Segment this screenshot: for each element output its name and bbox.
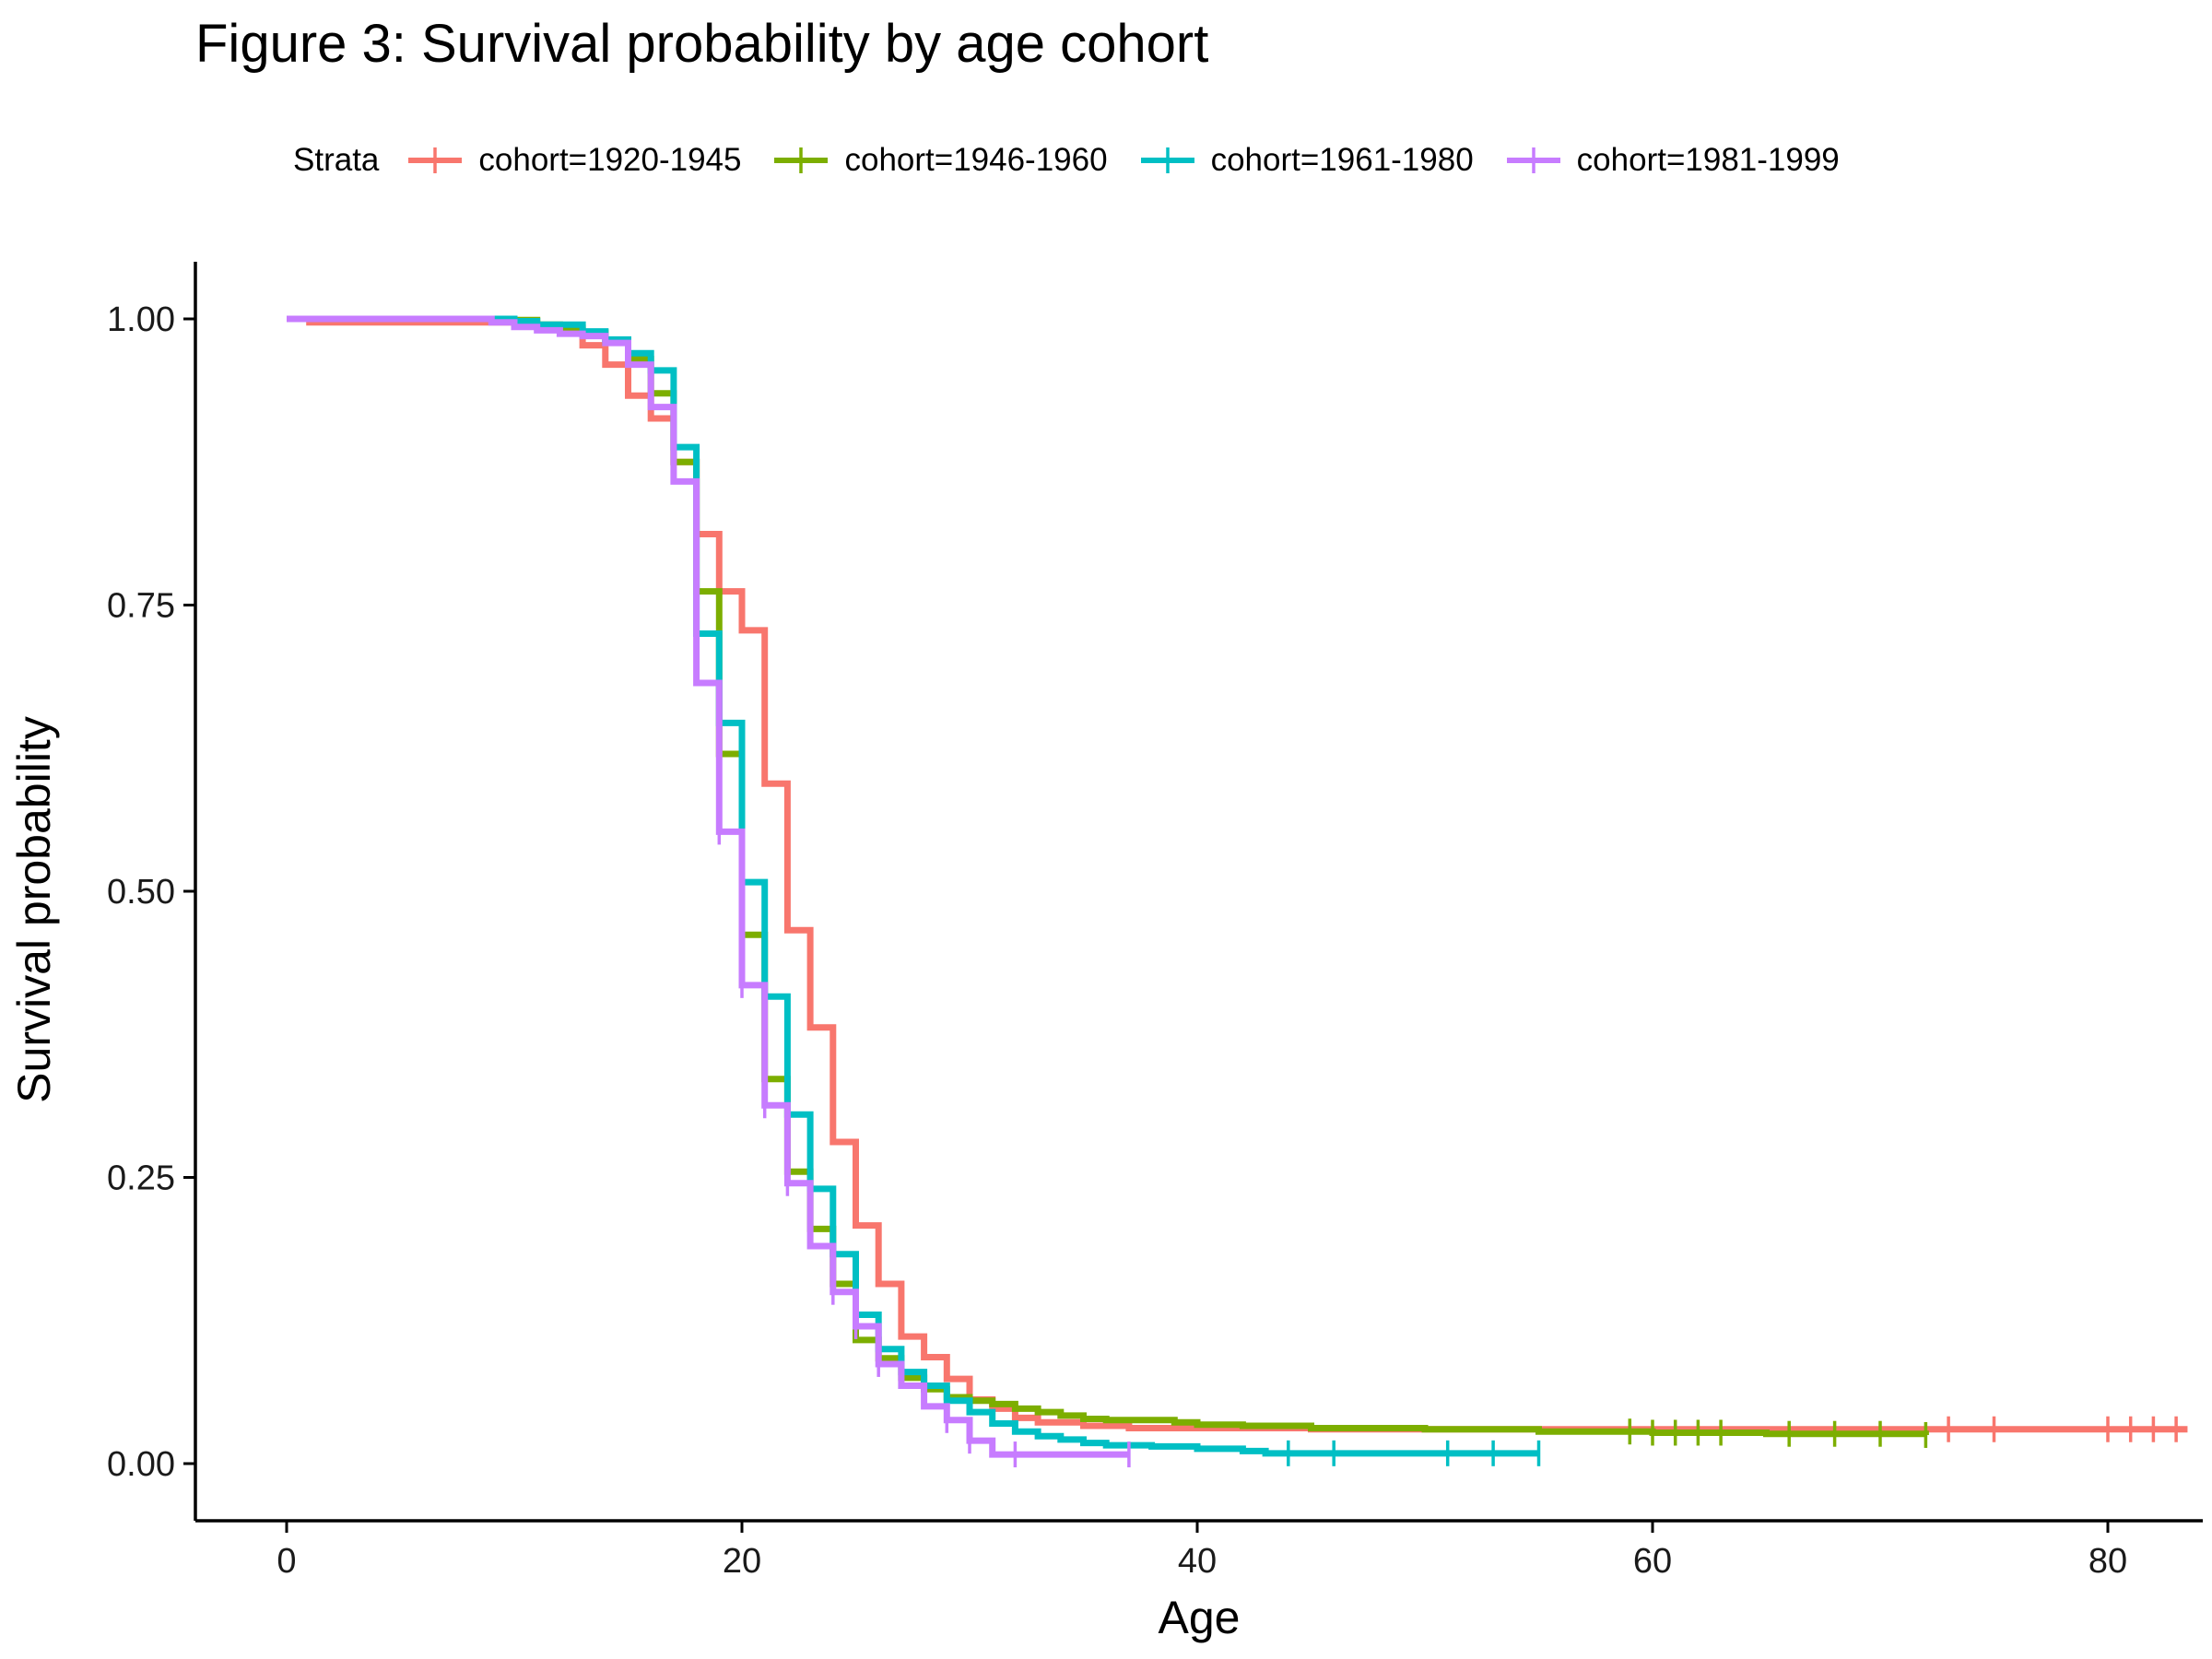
legend-item: cohort=1920-1945 bbox=[406, 142, 741, 179]
y-tick-label: 0.50 bbox=[107, 873, 175, 912]
legend-key bbox=[1506, 147, 1560, 173]
x-tick-label: 40 bbox=[1178, 1542, 1217, 1581]
x-tick-label: 0 bbox=[276, 1542, 296, 1581]
y-tick-label: 1.00 bbox=[107, 300, 175, 339]
series-group bbox=[287, 315, 2188, 1468]
y-tick-label: 0.00 bbox=[107, 1445, 175, 1484]
legend-key bbox=[408, 147, 463, 173]
legend-item: cohort=1981-1999 bbox=[1505, 142, 1840, 179]
series-line-cohort-1961-1980 bbox=[287, 315, 1539, 1457]
legend-label: cohort=1981-1999 bbox=[1576, 142, 1840, 178]
legend-label: cohort=1961-1980 bbox=[1210, 142, 1474, 178]
legend-label: cohort=1946-1960 bbox=[844, 142, 1108, 178]
legend-item: cohort=1961-1980 bbox=[1139, 142, 1474, 179]
series-line-cohort-1946-1960 bbox=[287, 315, 1929, 1438]
series-line-cohort-1981-1999 bbox=[287, 315, 1129, 1458]
x-tick-label: 60 bbox=[1633, 1542, 1672, 1581]
legend-item: cohort=1946-1960 bbox=[772, 142, 1108, 179]
x-tick-label: 80 bbox=[2088, 1542, 2127, 1581]
legend-key bbox=[1140, 147, 1194, 173]
series-line-cohort-1920-1945 bbox=[287, 315, 2188, 1433]
legend: Strata cohort=1920-1945 cohort=1946-1960 c… bbox=[293, 135, 1871, 186]
x-axis-title: Age bbox=[1159, 1592, 1241, 1643]
legend-key bbox=[774, 147, 829, 173]
chart-title: Figure 3: Survival probability by age co… bbox=[195, 14, 1209, 74]
y-axis-title: Survival probability bbox=[8, 716, 60, 1103]
legend-label: cohort=1920-1945 bbox=[478, 142, 742, 178]
y-tick-label: 0.75 bbox=[107, 587, 175, 626]
y-tick-label: 0.25 bbox=[107, 1159, 175, 1198]
x-tick-label: 20 bbox=[723, 1542, 761, 1581]
legend-title: Strata bbox=[293, 142, 380, 178]
